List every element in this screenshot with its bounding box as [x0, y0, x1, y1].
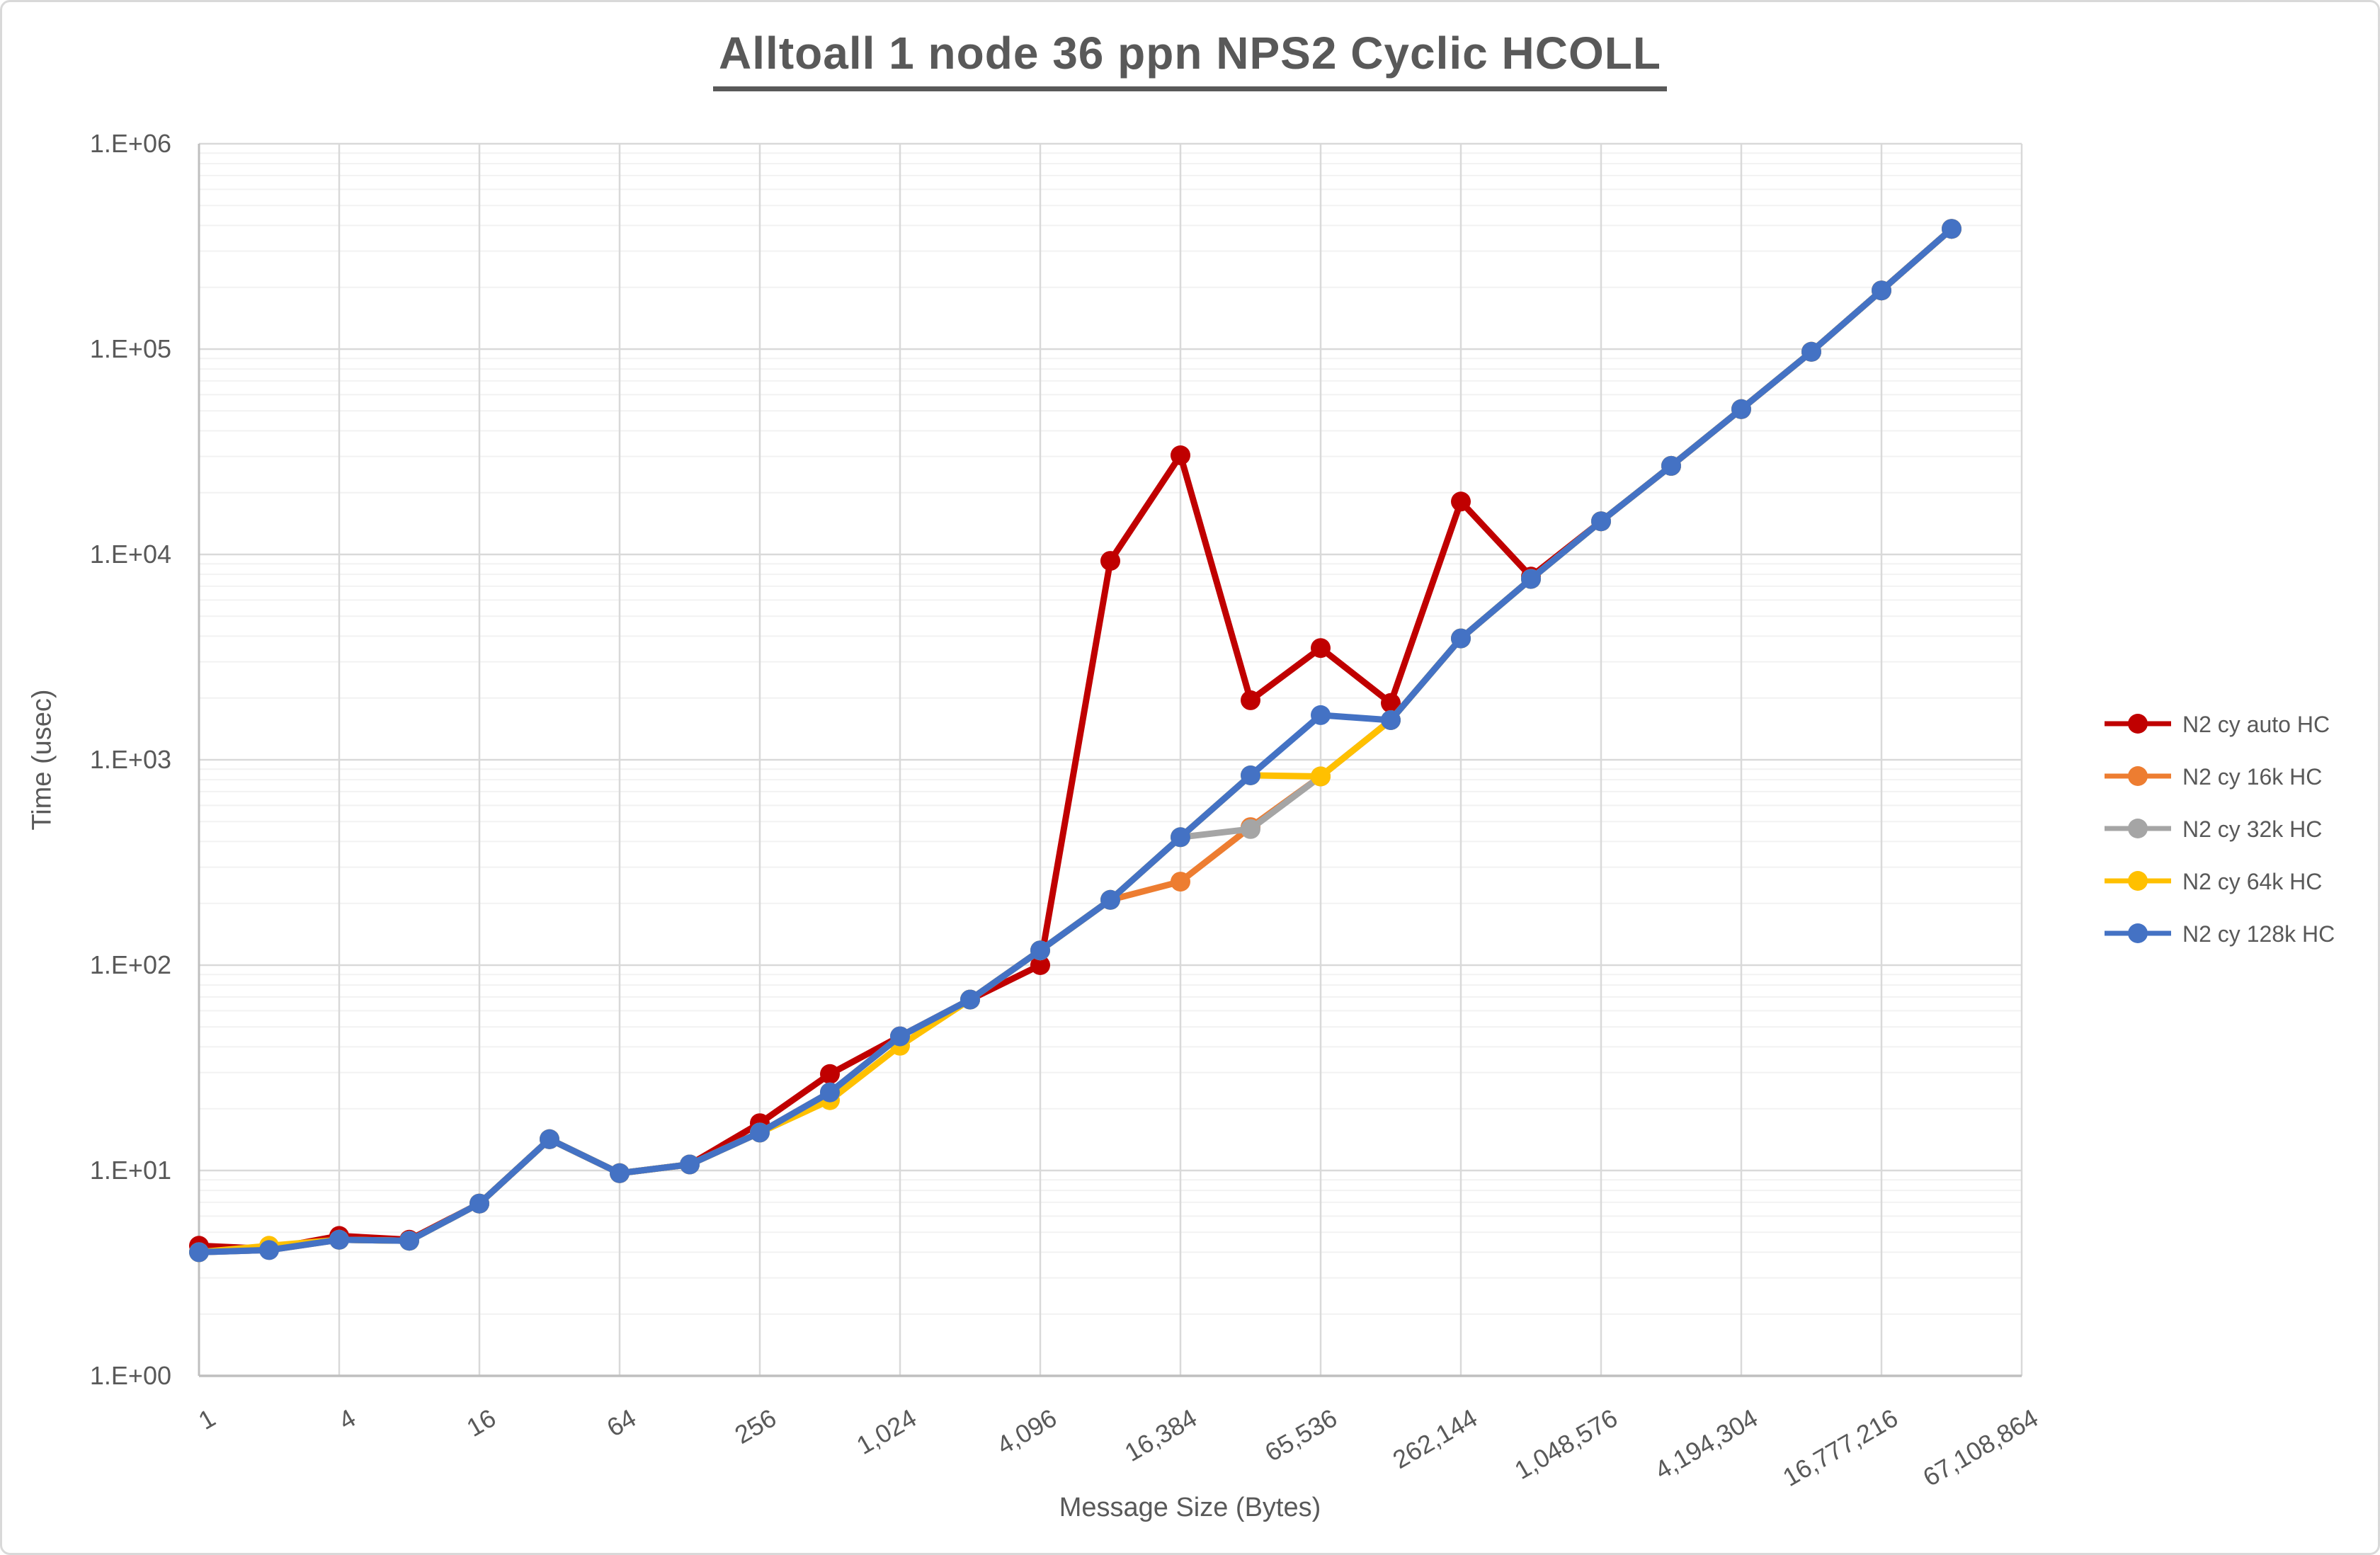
data-point	[1872, 280, 1891, 301]
x-tick-label: 16,777,216	[1777, 1403, 1903, 1492]
data-point	[1591, 511, 1611, 532]
series-n2-cy-32k-hc	[189, 219, 1961, 1263]
data-point	[399, 1231, 419, 1251]
data-point	[1451, 491, 1471, 512]
data-point	[1030, 955, 1050, 975]
x-tick-label: 64	[602, 1403, 641, 1442]
data-point	[259, 1240, 279, 1260]
data-point	[1942, 219, 1961, 239]
data-point	[890, 1026, 910, 1047]
legend-marker	[2128, 819, 2148, 838]
x-tick-labels: 1 4 16 64 256 1,024 4,096 16,384 65,536 262,144 1,…	[193, 1403, 2043, 1492]
data-point	[1381, 710, 1401, 730]
x-tick-label: 262,144	[1388, 1403, 1482, 1474]
legend-marker	[2128, 766, 2148, 786]
legend-item-n2-cy-128k-hc: N2 cy 128k HC	[2105, 921, 2335, 947]
x-tick-label: 4	[334, 1403, 360, 1435]
data-point	[1311, 766, 1331, 787]
x-tick-label: 1	[193, 1403, 220, 1435]
series-line-n2-cy-32k-hc	[195, 225, 1955, 1255]
data-point	[1451, 628, 1471, 649]
legend-marker	[2128, 714, 2148, 734]
data-point	[1171, 872, 1190, 892]
data-point	[1731, 399, 1751, 419]
legend-item-n2-cy-64k-hc: N2 cy 64k HC	[2105, 869, 2322, 894]
series-line-n2-cy-16k-hc	[195, 225, 1955, 1255]
y-tick-label: 1.E+00	[90, 1361, 171, 1390]
legend-item-n2-cy-16k-hc: N2 cy 16k HC	[2105, 764, 2322, 790]
data-point	[469, 1193, 489, 1214]
data-point	[540, 1129, 559, 1149]
y-axis-title: Time (usec)	[27, 689, 57, 831]
data-point	[1100, 551, 1120, 571]
legend-marker	[2128, 923, 2148, 943]
chart-title-text: Alltoall 1 node 36 ppn NPS2 Cyclic HCOLL	[713, 27, 1667, 91]
data-point	[1801, 341, 1821, 362]
x-tick-label: 16,384	[1120, 1403, 1202, 1467]
data-point	[1241, 690, 1260, 710]
data-point	[329, 1229, 349, 1250]
data-point	[1030, 940, 1050, 961]
x-axis-title: Message Size (Bytes)	[1059, 1493, 1321, 1522]
legend-label: N2 cy 128k HC	[2182, 921, 2335, 947]
data-point	[680, 1154, 700, 1175]
data-point	[1241, 819, 1260, 839]
data-point	[1311, 638, 1331, 659]
data-point	[1100, 889, 1120, 910]
data-point	[1381, 693, 1401, 713]
x-tick-label: 256	[729, 1403, 781, 1449]
data-point	[1521, 569, 1541, 589]
series-line-n2-cy-64k-hc	[195, 225, 1955, 1255]
x-tick-label: 65,536	[1260, 1403, 1342, 1467]
legend-label: N2 cy 16k HC	[2182, 764, 2322, 790]
data-point	[1311, 705, 1331, 725]
data-point	[1661, 455, 1681, 476]
x-tick-label: 67,108,864	[1918, 1403, 2043, 1492]
series-line-n2-cy-auto-hc	[195, 225, 1955, 1253]
data-point	[189, 1242, 209, 1263]
x-tick-label: 4,096	[991, 1403, 1061, 1460]
data-point	[750, 1122, 770, 1143]
y-tick-label: 1.E+01	[90, 1156, 171, 1185]
legend-label: N2 cy 64k HC	[2182, 869, 2322, 894]
data-point	[820, 1082, 840, 1103]
chart-title: Alltoall 1 node 36 ppn NPS2 Cyclic HCOLL	[0, 27, 2380, 91]
minor-gridlines	[199, 152, 2022, 1315]
legend-item-n2-cy-auto-hc: N2 cy auto HC	[2105, 712, 2330, 737]
legend-marker	[2128, 871, 2148, 891]
x-tick-label: 1,024	[851, 1403, 921, 1460]
legend: N2 cy auto HC N2 cy 16k HC N2 cy 32k HC N2 …	[2105, 712, 2335, 947]
y-tick-label: 1.E+05	[90, 334, 171, 363]
series-n2-cy-16k-hc	[189, 219, 1961, 1263]
legend-item-n2-cy-32k-hc: N2 cy 32k HC	[2105, 816, 2322, 842]
x-tick-label: 16	[462, 1403, 501, 1442]
series-n2-cy-auto-hc	[189, 219, 1961, 1259]
data-point	[1171, 445, 1190, 465]
data-point	[1171, 827, 1190, 848]
legend-label: N2 cy 32k HC	[2182, 816, 2322, 842]
y-tick-label: 1.E+02	[90, 950, 171, 979]
x-tick-label: 1,048,576	[1510, 1403, 1622, 1485]
series-line-n2-cy-128k-hc	[195, 225, 1955, 1255]
y-tick-labels: 1.E+00 1.E+01 1.E+02 1.E+03 1.E+04 1.E+05 1.E+…	[90, 129, 171, 1390]
y-tick-label: 1.E+06	[90, 129, 171, 158]
data-point	[960, 989, 980, 1010]
data-point	[1241, 765, 1260, 785]
y-tick-label: 1.E+04	[90, 540, 171, 569]
series-n2-cy-64k-hc	[189, 219, 1961, 1263]
legend-label: N2 cy auto HC	[2182, 712, 2330, 737]
axes	[198, 144, 2022, 1377]
x-tick-label: 4,194,304	[1650, 1403, 1763, 1485]
y-tick-label: 1.E+03	[90, 745, 171, 774]
data-point	[820, 1064, 840, 1084]
series-n2-cy-128k-hc	[189, 219, 1961, 1263]
data-point	[610, 1163, 630, 1183]
